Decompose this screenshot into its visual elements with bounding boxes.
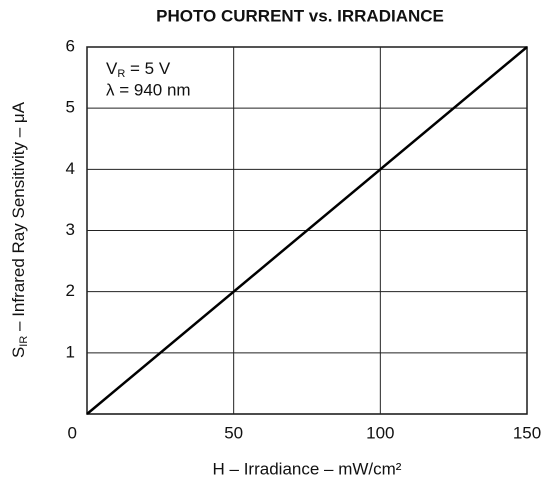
y-tick-label: 5 <box>66 98 75 117</box>
data-line <box>86 46 528 415</box>
x-tick-label: 50 <box>224 423 243 442</box>
y-label-sub: IR <box>18 336 30 347</box>
x-tick-label: 0 <box>68 423 77 442</box>
y-label-part: S <box>9 347 28 358</box>
x-axis-label: H – Irradiance – mW/cm² <box>213 459 402 478</box>
annotation-part: V <box>106 59 118 78</box>
annotation: λ = 940 nm <box>106 80 191 99</box>
y-label-part: – Infrared Ray Sensitivity – μA <box>9 101 28 335</box>
annotation: VR = 5 V <box>106 59 171 79</box>
y-tick-label: 4 <box>66 159 75 178</box>
annotation-sub: R <box>117 68 125 80</box>
x-tick-label: 150 <box>513 423 541 442</box>
y-axis-label: SIR – Infrared Ray Sensitivity – μA <box>9 101 29 358</box>
y-tick-label: 6 <box>66 36 75 55</box>
x-tick-label: 100 <box>366 423 394 442</box>
annotation-part: = 5 V <box>125 59 171 78</box>
y-tick-label: 1 <box>66 342 75 361</box>
y-tick-label: 2 <box>66 281 75 300</box>
chart-title: PHOTO CURRENT vs. IRRADIANCE <box>156 6 444 25</box>
y-tick-label: 3 <box>66 220 75 239</box>
